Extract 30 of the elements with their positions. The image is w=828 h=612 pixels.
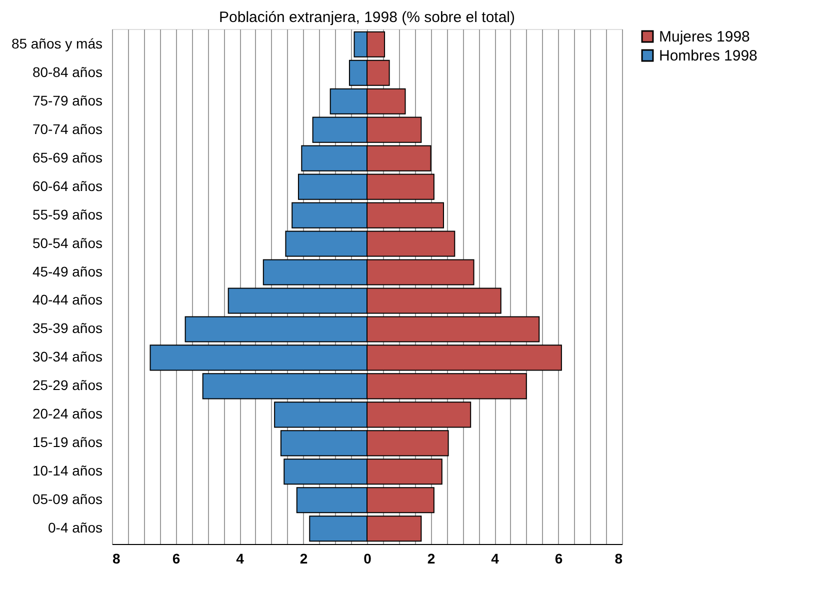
y-tick-label: 45-49 años (32, 263, 102, 280)
x-tick-label: 4 (236, 550, 244, 566)
y-tick-label: 55-59 años (32, 206, 102, 222)
x-tick-label: 2 (300, 550, 308, 566)
y-tick-label: 05-09 años (32, 491, 102, 508)
y-tick-label: 75-79 años (32, 92, 102, 108)
x-tick-label: 0 (364, 550, 372, 566)
x-tick-label: 4 (491, 550, 500, 566)
y-tick-label: 30-34 años (32, 348, 102, 365)
y-tick-label: 65-69 años (32, 149, 102, 166)
y-tick-label: 0-4 años (48, 520, 102, 536)
y-tick-label: 60-64 años (32, 178, 102, 194)
y-tick-label: 15-19 años (32, 434, 102, 450)
y-tick-label: 20-24 años (32, 406, 102, 422)
y-tick-label: 70-74 años (32, 120, 102, 137)
x-tick-label: 2 (427, 550, 436, 566)
x-tick-label: 6 (172, 550, 180, 566)
y-tick-label: 85 años y más (11, 35, 102, 52)
y-tick-label: 40-44 años (32, 292, 102, 308)
legend-label: Hombres 1998 (659, 48, 758, 64)
chart-title: Población extranjera, 1998 (% sobre el total) (218, 9, 516, 26)
y-tick-label: 50-54 años (32, 234, 102, 251)
legend-label: Mujeres 1998 (659, 28, 750, 46)
x-tick-label: 8 (112, 550, 120, 566)
x-tick-label: 6 (554, 550, 563, 566)
y-tick-label: 25-29 años (32, 377, 102, 394)
y-tick-label: 10-14 años (32, 462, 102, 479)
x-tick-label: 8 (614, 550, 623, 566)
y-tick-label: 80-84 años (32, 64, 102, 80)
y-tick-label: 35-39 años (32, 320, 102, 336)
